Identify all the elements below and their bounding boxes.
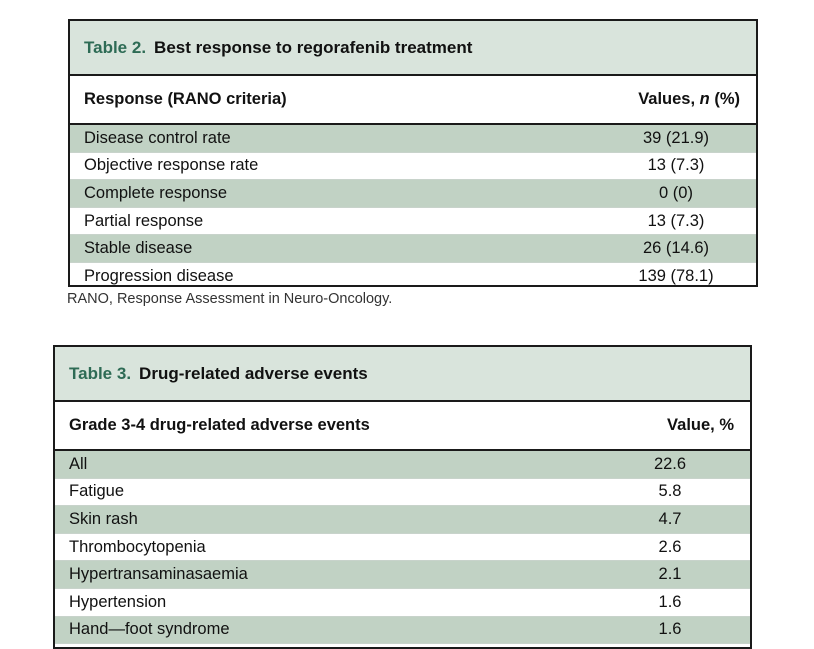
table-row: Stable disease 26 (14.6) (70, 235, 756, 263)
table-3-title: Drug-related adverse events (139, 363, 368, 383)
table-3-col1-header: Grade 3-4 drug-related adverse events (69, 416, 370, 434)
table-row: Hand—foot syndrome 1.6 (55, 616, 750, 645)
table-2-title: Best response to regorafenib treatment (154, 37, 473, 57)
table-2-number: Table 2. (84, 37, 147, 57)
table-3-header-row: Grade 3-4 drug-related adverse events Va… (55, 402, 750, 451)
table-3-col2-header: Value, % (667, 416, 734, 434)
table-row: Complete response 0 (0) (70, 180, 756, 208)
table-2-col2-header: Values, n (%) (638, 90, 740, 108)
table-2-title-bar: Table 2. Best response to regorafenib tr… (70, 21, 756, 76)
table-row: Progression disease 139 (78.1) (84, 266, 714, 285)
table-row: Partial response 13 (7.3) (70, 208, 756, 236)
table-row: Objective response rate 13 (7.3) (70, 153, 756, 181)
table-3-number: Table 3. (69, 363, 132, 383)
table-row: Fatigue 5.8 (55, 479, 750, 507)
table-3-title-bar: Table 3. Drug-related adverse events (55, 347, 750, 402)
table-2: Table 2. Best response to regorafenib tr… (68, 19, 758, 287)
table-2-footnote: RANO, Response Assessment in Neuro-Oncol… (67, 291, 393, 307)
table-row: Disease control rate 39 (21.9) (70, 125, 756, 153)
table-row: Hypertension 1.6 (55, 589, 750, 617)
table-2-header-row: Response (RANO criteria) Values, n (%) (70, 76, 756, 125)
table-row: Skin rash 4.7 (55, 506, 750, 534)
table-3: Table 3. Drug-related adverse events Gra… (53, 345, 752, 649)
table-row: All 22.6 (55, 451, 750, 479)
table-row: Thrombocytopenia 2.6 (55, 534, 750, 562)
table-row: Hypertransaminasaemia 2.1 (55, 561, 750, 589)
table-2-col1-header: Response (RANO criteria) (84, 90, 287, 108)
